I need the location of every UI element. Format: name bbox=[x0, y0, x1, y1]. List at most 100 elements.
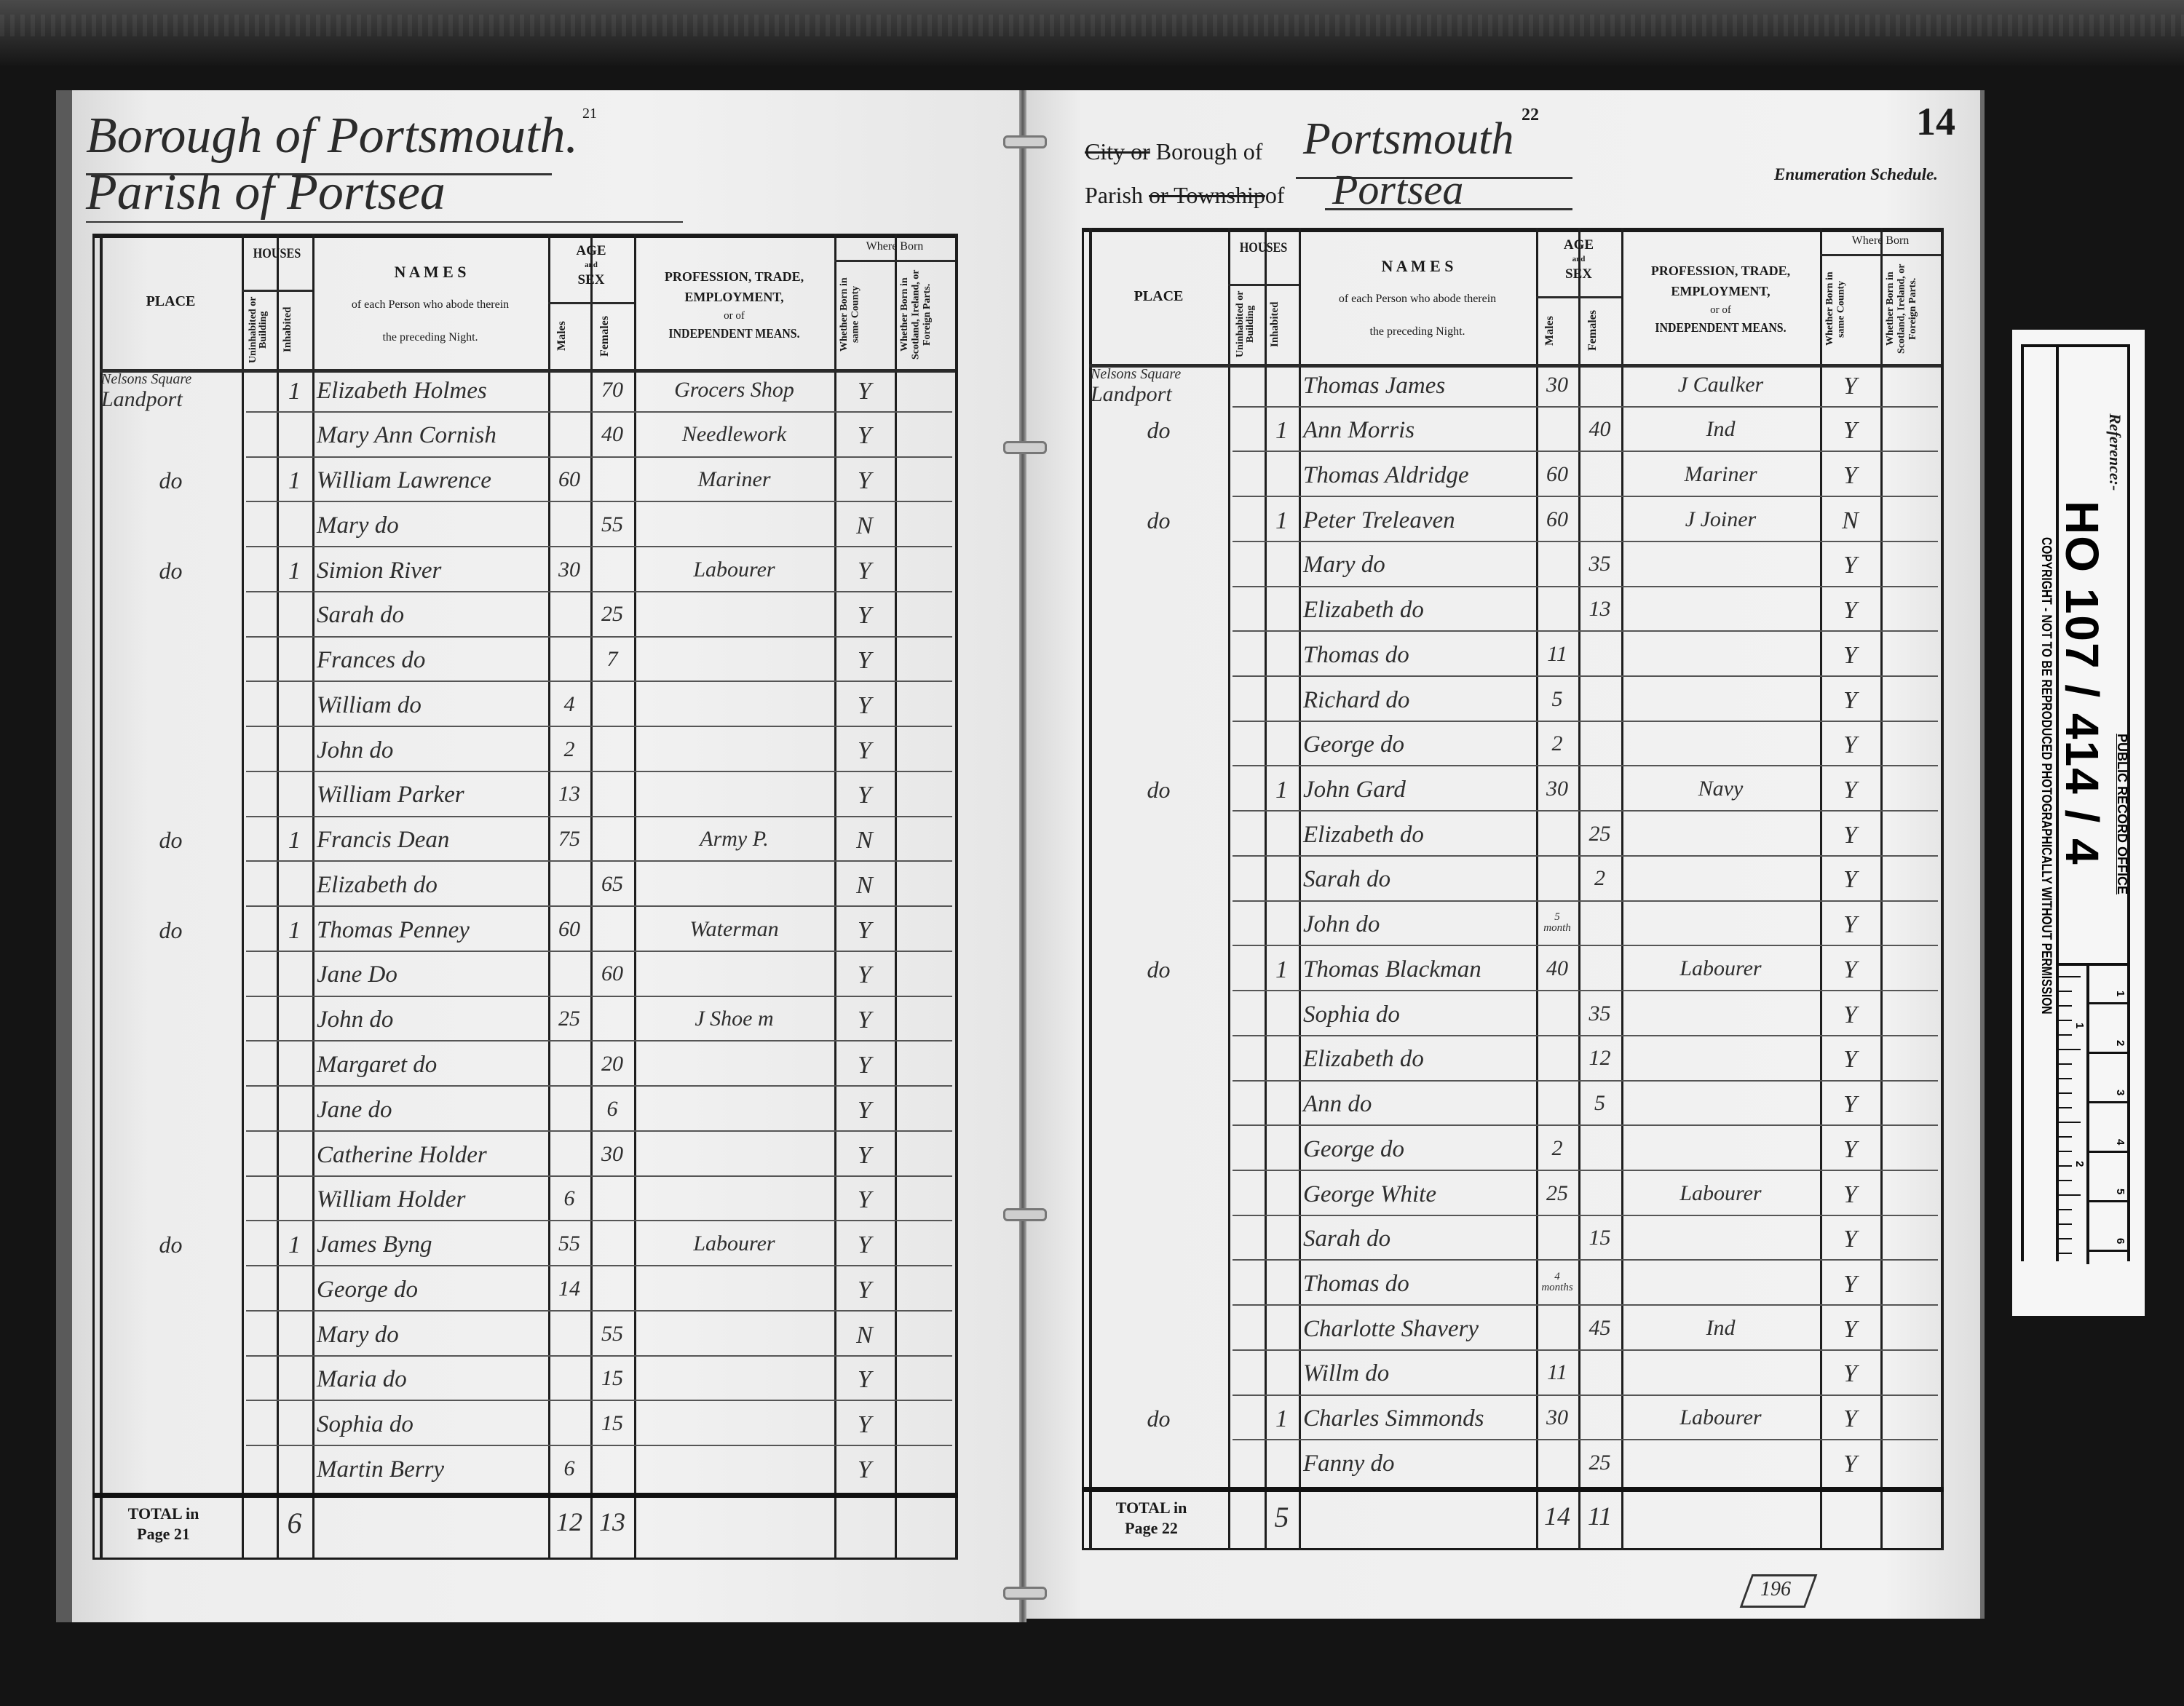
header-names-sub: the preceding Night. bbox=[382, 331, 478, 344]
ruler-tick bbox=[2059, 1049, 2081, 1050]
column-divider bbox=[1621, 228, 1623, 1550]
row-rule bbox=[1233, 405, 1938, 408]
row-rule bbox=[246, 546, 952, 548]
borough-underline bbox=[1296, 177, 1572, 179]
born-county-cell: Y bbox=[858, 557, 871, 584]
females-age-cell: 20 bbox=[601, 1051, 623, 1076]
column-divider bbox=[634, 234, 636, 1560]
total-males: 14 bbox=[1544, 1501, 1570, 1531]
born-county-cell: Y bbox=[858, 1096, 871, 1124]
born-county-cell: Y bbox=[858, 1231, 871, 1259]
name-cell: Mary do bbox=[1303, 552, 1385, 579]
males-age-cell: 5 bbox=[1551, 686, 1563, 711]
ruler-divider bbox=[2086, 966, 2089, 1264]
name-cell: Jane Do bbox=[317, 961, 397, 988]
born-county-cell: N bbox=[1842, 507, 1859, 534]
office-label: PUBLIC RECORD OFFICE bbox=[2115, 734, 2129, 895]
males-age-cell: 11 bbox=[1547, 641, 1567, 666]
borough-struck-prefix: City or bbox=[1085, 138, 1150, 164]
females-age-cell: 35 bbox=[1588, 552, 1611, 576]
males-age-cell: 30 bbox=[1546, 372, 1568, 397]
place-cell: do bbox=[1147, 507, 1171, 533]
born-county-cell: Y bbox=[1843, 956, 1857, 983]
total-label: TOTAL in bbox=[1115, 1499, 1187, 1517]
place-cell: do bbox=[1147, 777, 1171, 804]
inhabited-cell: 1 bbox=[1275, 777, 1288, 804]
inhabited-cell: 1 bbox=[288, 377, 301, 405]
header-place: PLACE bbox=[146, 293, 196, 309]
header-names-sub: the preceding Night. bbox=[1369, 325, 1465, 338]
name-cell: Frances do bbox=[317, 647, 426, 674]
ruler-tick bbox=[2089, 1250, 2130, 1252]
place-cell: do bbox=[1147, 417, 1171, 444]
females-age-cell: 15 bbox=[601, 1411, 623, 1436]
total-houses: 5 bbox=[1274, 1501, 1289, 1534]
name-cell: William do bbox=[317, 691, 422, 718]
name-cell: Maria do bbox=[317, 1366, 407, 1393]
females-age-cell: 55 bbox=[601, 512, 623, 536]
name-cell: Thomas do bbox=[1303, 1270, 1409, 1297]
females-age-cell: 2 bbox=[1594, 866, 1605, 891]
header-divider bbox=[1089, 364, 1941, 368]
males-age-cell: 30 bbox=[1546, 777, 1568, 801]
ruler-label: 5 bbox=[2114, 1189, 2126, 1195]
name-cell: Thomas do bbox=[1303, 641, 1409, 668]
born-county-cell: Y bbox=[858, 1141, 871, 1169]
header-age-and: and bbox=[585, 261, 598, 269]
born-county-cell: Y bbox=[858, 1186, 871, 1214]
inhabited-cell: 1 bbox=[1275, 956, 1288, 983]
place-cell: do bbox=[1147, 956, 1171, 983]
binding-clip bbox=[1003, 1587, 1047, 1600]
book-spine bbox=[1019, 90, 1026, 1622]
header-houses: HOUSES bbox=[253, 246, 301, 261]
header-age: AGE bbox=[576, 243, 606, 258]
born-county-cell: Y bbox=[1843, 911, 1857, 939]
row-rule bbox=[246, 501, 952, 503]
name-cell: James Byng bbox=[317, 1231, 432, 1258]
ruler-tick bbox=[2059, 1165, 2072, 1167]
name-cell: Jane do bbox=[317, 1096, 392, 1123]
row-rule bbox=[1233, 451, 1938, 453]
header-profession: INDEPENDENT MEANS. bbox=[1655, 320, 1787, 335]
column-divider bbox=[100, 234, 103, 1560]
profession-cell: Labourer bbox=[693, 557, 775, 582]
row-rule bbox=[246, 1309, 952, 1312]
born-county-cell: Y bbox=[1843, 1315, 1857, 1343]
born-county-cell: Y bbox=[1843, 731, 1857, 759]
row-rule bbox=[1233, 1439, 1938, 1441]
row-rule bbox=[246, 410, 952, 413]
column-divider bbox=[895, 234, 897, 1560]
left-page bbox=[56, 90, 1024, 1622]
males-age-cell: 60 bbox=[1546, 507, 1568, 531]
place-cell: Nelsons Square bbox=[1091, 366, 1182, 382]
header-inhabited: Inhabited bbox=[282, 306, 293, 353]
name-cell: Sophia do bbox=[317, 1411, 414, 1438]
header-males: Males bbox=[555, 321, 569, 352]
parish-label: Parish or Townshipof bbox=[1085, 183, 1285, 207]
name-cell: Elizabeth do bbox=[1303, 597, 1424, 624]
ruler-tick bbox=[2059, 1209, 2072, 1210]
place-cell: do bbox=[159, 916, 183, 943]
profession-cell: Labourer bbox=[1679, 1181, 1762, 1205]
header-names: N A M E S bbox=[1381, 257, 1454, 275]
row-rule bbox=[246, 950, 952, 952]
reference-label: Reference:- bbox=[2106, 413, 2124, 491]
row-rule bbox=[246, 995, 952, 997]
born-county-cell: Y bbox=[1843, 866, 1857, 894]
name-cell: Francis Dean bbox=[317, 827, 450, 854]
row-rule bbox=[1233, 765, 1938, 767]
males-age-cell: 30 bbox=[1546, 1405, 1568, 1430]
born-county-cell: Y bbox=[1843, 777, 1857, 804]
name-cell: Willm do bbox=[1303, 1360, 1390, 1387]
name-cell: Sophia do bbox=[1303, 1001, 1400, 1028]
born-county-cell: Y bbox=[1843, 1091, 1857, 1119]
born-county-cell: Y bbox=[1843, 641, 1857, 669]
profession-cell: Grocers Shop bbox=[674, 377, 794, 402]
header-profession: or of bbox=[1710, 304, 1731, 316]
males-age-cell: 6 bbox=[563, 1456, 575, 1480]
column-divider bbox=[1578, 228, 1580, 1550]
header-names-sub: of each Person who abode therein bbox=[1338, 293, 1497, 305]
name-cell: Ann Morris bbox=[1303, 417, 1415, 444]
parish-of: of bbox=[1265, 182, 1285, 208]
ruler-tick bbox=[2059, 1238, 2072, 1239]
